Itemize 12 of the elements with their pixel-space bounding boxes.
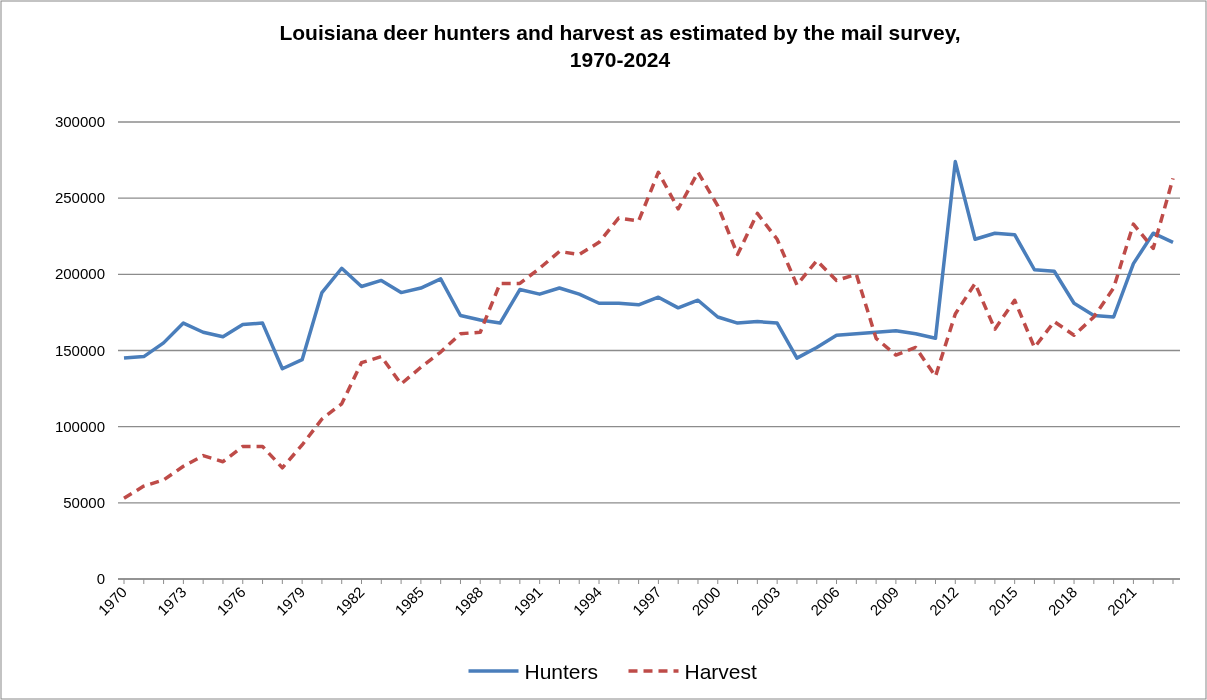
y-tick-label: 250000 xyxy=(54,189,105,207)
y-tick-label: 100000 xyxy=(54,417,105,435)
y-tick-label: 50000 xyxy=(63,493,105,511)
y-tick-label: 300000 xyxy=(54,113,105,130)
legend-label: Harvest xyxy=(684,660,758,683)
y-tick-label: 200000 xyxy=(54,265,105,283)
legend-label: Hunters xyxy=(524,660,599,683)
line-series xyxy=(122,159,1175,371)
y-tick-label: 0 xyxy=(96,570,105,587)
line-series xyxy=(122,170,1175,501)
chart-title: Louisiana deer hunters and harvest as estimated by the mail survey, 1970-2024 xyxy=(279,21,961,71)
y-tick-label: 150000 xyxy=(54,341,105,359)
